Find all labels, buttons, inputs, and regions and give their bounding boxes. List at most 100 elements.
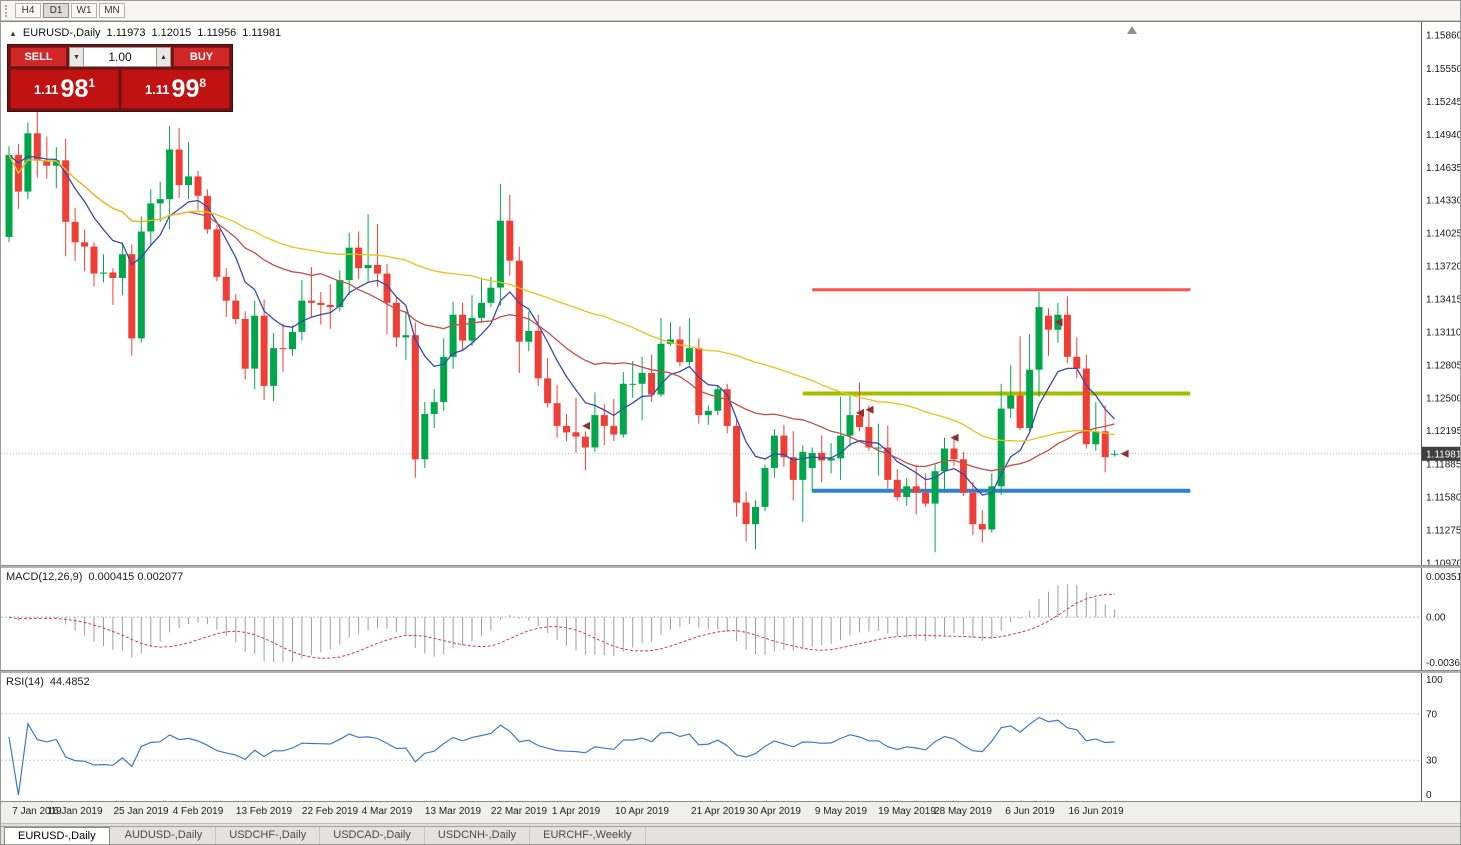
svg-text:1.15550: 1.15550 — [1426, 64, 1460, 75]
time-axis-label: 13 Mar 2019 — [424, 806, 482, 817]
time-axis-label: 9 May 2019 — [814, 806, 868, 817]
svg-text:1.12805: 1.12805 — [1426, 360, 1460, 371]
price-marker-arrow — [1054, 318, 1063, 327]
volume-up-icon[interactable]: ▲ — [156, 47, 171, 67]
volume-input[interactable]: 1.00 — [84, 47, 156, 67]
svg-text:1.11981: 1.11981 — [1426, 449, 1460, 460]
svg-text:1.12195: 1.12195 — [1426, 426, 1460, 437]
svg-text:1.11580: 1.11580 — [1426, 493, 1460, 504]
svg-text:30: 30 — [1426, 756, 1438, 767]
sell-price-prefix: 1.11 — [33, 81, 59, 97]
timeframe-mn-button[interactable]: MN — [99, 3, 125, 18]
macd-name: MACD(12,26,9) — [6, 571, 83, 583]
svg-text:1.13110: 1.13110 — [1426, 327, 1460, 338]
svg-text:1.14025: 1.14025 — [1426, 229, 1460, 240]
quote-open: 1.11973 — [106, 27, 146, 39]
time-axis-label: 10 Apr 2019 — [615, 806, 669, 817]
pane-splitter[interactable] — [1, 670, 1460, 673]
price-marker-arrow — [856, 408, 864, 417]
quote-close: 1.11981 — [242, 27, 282, 39]
rsi-value: 44.4852 — [49, 676, 90, 688]
price-marker-arrow — [950, 433, 959, 442]
time-axis-label: 4 Feb 2019 — [172, 806, 224, 817]
svg-text:1.13415: 1.13415 — [1426, 295, 1460, 306]
rsi-label: RSI(14) 44.4852 — [6, 676, 90, 688]
svg-text:1.14330: 1.14330 — [1426, 196, 1460, 207]
svg-text:0: 0 — [1426, 790, 1432, 801]
svg-text:1.14635: 1.14635 — [1426, 163, 1460, 174]
macd-histogram — [17, 584, 1116, 662]
svg-text:1.12500: 1.12500 — [1426, 393, 1460, 404]
chart-tab-eurusd[interactable]: EURUSD-,Daily — [4, 827, 110, 844]
macd-pane[interactable]: 0.003518 0.00 -0.00367 — [1, 568, 1460, 670]
svg-text:1.15245: 1.15245 — [1426, 97, 1460, 108]
buy-price-prefix: 1.11 — [144, 81, 170, 97]
pane-splitter[interactable] — [1, 565, 1460, 568]
svg-text:70: 70 — [1426, 709, 1438, 720]
time-axis-label: 16 Jan 2019 — [47, 806, 103, 817]
chart-tab-usdcnh[interactable]: USDCNH-,Daily — [425, 827, 531, 844]
svg-text:1.11275: 1.11275 — [1426, 526, 1460, 537]
rsi-line — [8, 716, 1115, 796]
buy-price-pips: 99 — [171, 74, 200, 103]
svg-text:1.11885: 1.11885 — [1426, 460, 1460, 471]
time-axis-label: 6 Jun 2019 — [1005, 806, 1055, 817]
time-axis-label: 22 Mar 2019 — [490, 806, 548, 817]
rsi-pane[interactable]: 100 70 30 0 — [1, 673, 1460, 801]
timeframe-w1-button[interactable]: W1 — [71, 3, 97, 18]
buy-button[interactable]: BUY — [173, 47, 230, 67]
time-axis-label: 13 Feb 2019 — [235, 806, 293, 817]
timeframe-h4-button[interactable]: H4 — [15, 3, 41, 18]
current-price-badge: 1.11981 — [1422, 446, 1460, 461]
chart-tab-bar: EURUSD-,Daily AUDUSD-,Daily USDCHF-,Dail… — [1, 826, 1460, 844]
svg-text:1.10970: 1.10970 — [1426, 559, 1460, 566]
price-marker-arrow — [865, 405, 874, 414]
rsi-pane-wrap: 100 70 30 0 RSI(14) 44.4852 — [1, 673, 1460, 801]
rsi-name: RSI(14) — [6, 676, 44, 688]
chart-tab-eurchf[interactable]: EURCHF-,Weekly — [530, 827, 646, 844]
volume-stepper: ▼ 1.00 ▲ — [69, 47, 171, 67]
chart-tab-usdcad[interactable]: USDCAD-,Daily — [320, 827, 425, 844]
price-marker-arrow — [582, 421, 590, 430]
sell-price-point: 1 — [88, 76, 96, 90]
tick-direction-icon: ▲ — [9, 28, 17, 38]
macd-values: 0.000415 0.002077 — [88, 571, 184, 583]
time-axis[interactable]: 7 Jan 2019 16 Jan 2019 25 Jan 2019 4 Feb 20… — [1, 801, 1460, 823]
time-axis-label: 25 Jan 2019 — [113, 806, 169, 817]
buy-price-point: 8 — [199, 76, 207, 90]
scroll-to-end-marker[interactable] — [1127, 26, 1137, 34]
time-axis-label: 28 May 2019 — [934, 806, 992, 817]
candles — [5, 111, 1119, 553]
svg-text:0.00: 0.00 — [1426, 613, 1446, 624]
timeframe-toolbar: H4 D1 W1 MN — [1, 1, 1460, 21]
sell-price-display[interactable]: 1.11 98 1 — [10, 69, 119, 109]
time-axis-label: 7 Jan 2019 — [12, 806, 62, 817]
quote-high: 1.12015 — [151, 27, 192, 39]
volume-down-icon[interactable]: ▼ — [69, 47, 84, 67]
toolbar-grip[interactable] — [5, 4, 9, 17]
ma-fast-blue-line — [8, 154, 1116, 496]
svg-text:0.003518: 0.003518 — [1426, 572, 1460, 583]
quote-low: 1.11956 — [197, 27, 237, 39]
sell-button[interactable]: SELL — [10, 47, 67, 67]
quote-symbol: EURUSD-,Daily — [22, 27, 101, 39]
time-axis-label: 4 Mar 2019 — [361, 806, 413, 817]
price-chart-pane[interactable]: 1.15860 1.15550 1.15245 1.14940 1.14635 1.143… — [1, 22, 1460, 565]
time-axis-label: 21 Apr 2019 — [691, 806, 745, 817]
chart-tab-usdchf[interactable]: USDCHF-,Daily — [216, 827, 321, 844]
svg-text:-0.00367: -0.00367 — [1426, 658, 1460, 669]
macd-label: MACD(12,26,9) 0.000415 0.002077 — [6, 571, 183, 583]
svg-text:1.14940: 1.14940 — [1426, 130, 1460, 141]
macd-signal-line — [8, 593, 1115, 659]
time-axis-label: 1 Apr 2019 — [551, 806, 601, 817]
price-chart-pane-wrap: 1.15860 1.15550 1.15245 1.14940 1.14635 1.143… — [1, 21, 1460, 565]
timeframe-d1-button[interactable]: D1 — [43, 3, 69, 18]
time-axis-label: 22 Feb 2019 — [301, 806, 359, 817]
buy-price-display[interactable]: 1.11 99 8 — [121, 69, 230, 109]
horizontal-scrollbar[interactable] — [1, 823, 1460, 826]
one-click-trading-panel: SELL ▼ 1.00 ▲ BUY 1.11 98 1 1.11 99 8 — [7, 44, 233, 112]
chart-tab-audusd[interactable]: AUDUSD-,Daily — [112, 827, 217, 844]
ma-mid-red-line — [8, 154, 1115, 472]
ma-slow-yellow-line — [8, 154, 1115, 442]
